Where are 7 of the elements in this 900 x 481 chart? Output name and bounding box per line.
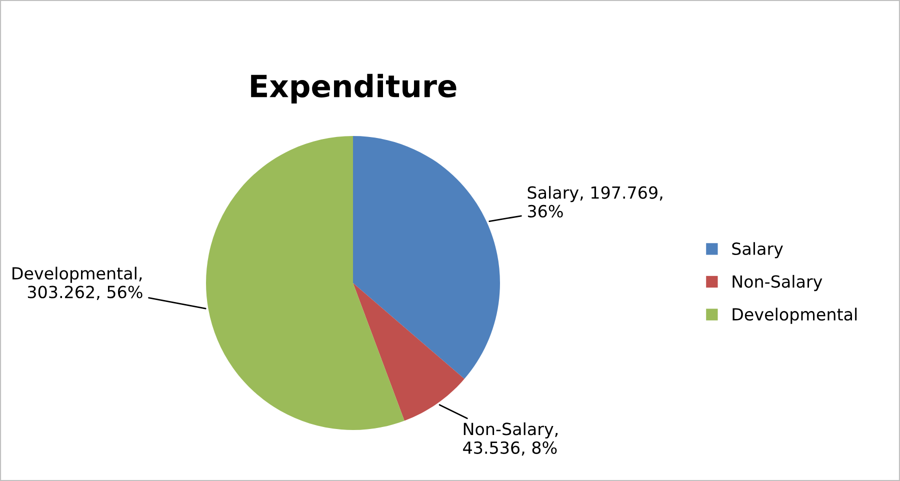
legend-label: Salary (732, 242, 783, 258)
data-label: Developmental, 303.262, 56% (12, 266, 142, 300)
data-label: Salary, 197.769, 36% (528, 186, 662, 218)
legend-label: Developmental (732, 308, 857, 324)
legend-label: Non-Salary (732, 274, 822, 292)
chart-title: Expenditure (251, 74, 456, 104)
data-label: Non-Salary, 43.536, 8% (463, 422, 558, 456)
